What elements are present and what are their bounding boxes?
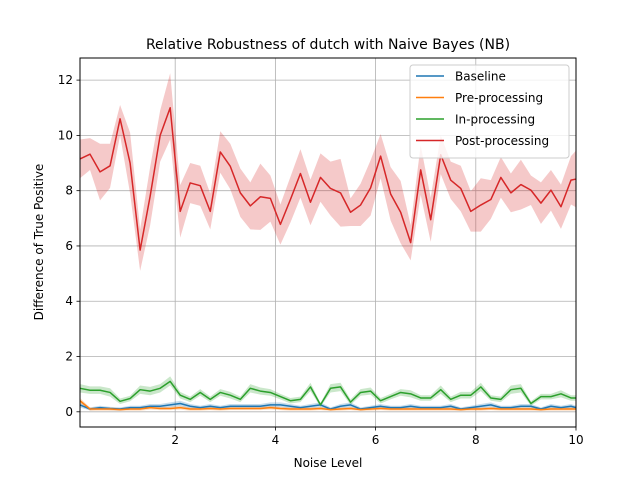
legend: Baseline Pre-processing In-processing Post-… <box>409 64 570 159</box>
y-tick-label: 10 <box>58 128 73 142</box>
x-tick-label: 6 <box>372 433 380 447</box>
y-tick-label: 8 <box>65 184 73 198</box>
x-tick-label: 10 <box>568 433 583 447</box>
legend-label-post-processing: Post-processing <box>455 134 549 148</box>
legend-label-in-processing: In-processing <box>455 113 535 127</box>
legend-box <box>409 64 570 159</box>
y-tick-label: 0 <box>65 405 73 419</box>
post-processing-band <box>80 73 576 271</box>
x-axis-ticks: 2 4 6 8 10 <box>171 427 584 447</box>
chart-title: Relative Robustness of dutch with Naive … <box>146 37 510 53</box>
y-tick-label: 2 <box>65 350 73 364</box>
y-axis-label: Difference of True Positive <box>32 164 46 321</box>
y-tick-label: 12 <box>58 73 73 87</box>
pre-processing-line <box>79 400 576 411</box>
y-tick-label: 4 <box>65 294 73 308</box>
in-processing-line <box>79 380 576 406</box>
baseline-band <box>80 400 576 411</box>
y-axis-ticks: 0 2 4 6 8 10 12 <box>58 73 80 419</box>
series-lines <box>79 107 577 411</box>
x-tick-label: 4 <box>272 433 280 447</box>
legend-label-pre-processing: Pre-processing <box>455 91 543 105</box>
x-tick-label: 2 <box>171 433 179 447</box>
x-axis-label: Noise Level <box>294 456 363 470</box>
plot-frame <box>79 57 577 428</box>
y-tick-label: 6 <box>65 239 73 253</box>
legend-label-baseline: Baseline <box>455 70 506 84</box>
post-processing-line <box>79 107 577 251</box>
x-tick-label: 8 <box>472 433 480 447</box>
